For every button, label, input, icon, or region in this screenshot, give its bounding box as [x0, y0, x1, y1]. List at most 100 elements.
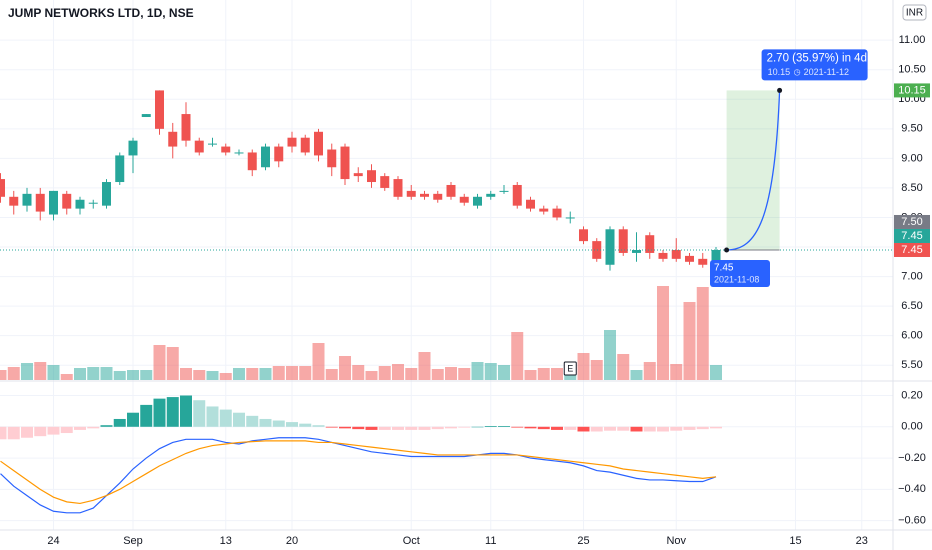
candle-body: [102, 182, 111, 206]
earnings-marker-box: [563, 361, 577, 376]
histogram-bar: [21, 426, 33, 438]
volume-bar: [365, 371, 378, 380]
candle-body: [499, 190, 509, 192]
price-tag-label: 7.50: [901, 216, 922, 228]
x-tick-label: 25: [577, 535, 589, 547]
projection-end: [777, 87, 783, 93]
y-tick-label: 10.50: [898, 64, 926, 76]
candle-body: [115, 155, 125, 183]
candle-body: [671, 249, 681, 259]
candle-body: [632, 249, 641, 253]
price-tag: [894, 228, 930, 243]
volume-bar: [445, 367, 457, 380]
candle-body: [327, 149, 337, 168]
volume-bar: [352, 365, 365, 380]
y-tick-label: 11.00: [899, 34, 926, 46]
histogram-bar: [524, 426, 537, 429]
histogram-bar: [484, 426, 497, 427]
candle-body: [526, 199, 535, 209]
histogram-bar: [564, 426, 577, 430]
candle-body: [287, 137, 297, 147]
projection-curve: [726, 90, 781, 251]
volume-bar: [286, 366, 298, 380]
projection-target-date: 2021-11-12: [804, 67, 849, 77]
projection-label-box: [761, 49, 868, 81]
candle-body: [49, 190, 58, 215]
volume-bar: [87, 367, 100, 380]
earnings-marker: E: [567, 363, 573, 373]
histogram-bar: [392, 426, 404, 430]
histogram-bar: [74, 426, 86, 430]
candle-body: [194, 140, 204, 153]
histogram-bar: [233, 412, 245, 427]
candle-body: [579, 229, 588, 242]
candle-body: [88, 202, 98, 204]
histogram-bar: [670, 426, 683, 431]
volume-bar: [643, 362, 656, 380]
y-tick-label: 5.50: [901, 359, 922, 371]
volume-bar: [166, 347, 179, 380]
currency-box[interactable]: [902, 4, 927, 21]
histogram-bar: [113, 418, 126, 427]
projection-area: [726, 90, 780, 250]
volume-bar: [657, 286, 669, 380]
y-tick-label: −0.60: [898, 515, 926, 527]
chart-title: JUMP NETWORKS LTD, 1D, NSE: [8, 6, 194, 20]
x-tick-label: Sep: [123, 535, 143, 547]
candle-body: [486, 193, 496, 197]
y-tick-label: −0.40: [898, 483, 926, 495]
start-date: 2021-11-08: [714, 274, 759, 284]
volume-bar: [325, 369, 338, 380]
volume-bar: [219, 373, 232, 380]
y-tick-label: 6.00: [901, 330, 922, 342]
volume-bar: [0, 370, 7, 380]
x-tick-label: Nov: [666, 535, 686, 547]
histogram-bar: [551, 426, 563, 430]
start-price: 7.45: [714, 263, 734, 274]
volume-bar: [378, 366, 391, 380]
candle-body: [22, 193, 32, 206]
candle-body: [512, 184, 522, 206]
candle-body: [393, 179, 403, 197]
histogram-bar: [471, 426, 484, 428]
candle-body: [62, 193, 72, 209]
overlay: 24 Sep 13 20 Oct 11 25 Nov 15 23 5.50 6.00 6.50 7.00 7…: [47, 34, 930, 547]
y-tick-label: 9.50: [901, 123, 922, 135]
volume-bar: [431, 369, 444, 380]
x-tick-label: 20: [286, 535, 298, 547]
histogram-bar: [34, 426, 47, 437]
volume-bar: [299, 366, 312, 380]
price-tag-label: 10.15: [898, 84, 926, 96]
volume-bar: [458, 368, 471, 380]
histogram-bar: [365, 426, 378, 430]
volume-bar: [272, 366, 285, 380]
volume-bar: [193, 370, 206, 380]
histogram-bar: [325, 426, 338, 428]
histogram-bar: [339, 426, 351, 429]
histogram-bar: [246, 415, 259, 427]
histogram-bar: [272, 420, 285, 427]
histogram-bar: [537, 426, 550, 430]
candle-body: [645, 235, 655, 253]
volume-bar: [246, 368, 259, 380]
volume-bar: [696, 287, 709, 380]
histogram-bar: [418, 426, 431, 430]
volume-bar: [233, 368, 245, 380]
volume-bar: [312, 343, 325, 380]
histogram-bar: [683, 426, 696, 430]
histogram-bar: [7, 426, 20, 440]
currency-label[interactable]: INR: [906, 8, 923, 19]
histogram-bar: [378, 426, 391, 430]
candle-body: [181, 114, 191, 141]
candle-body: [406, 190, 416, 197]
price-tag-label: 7.45: [901, 244, 922, 256]
volume-bar: [405, 368, 418, 380]
histogram-bar: [458, 426, 471, 428]
histogram-bar: [166, 397, 179, 427]
x-tick-label: 11: [485, 535, 496, 547]
histogram-bar: [206, 406, 219, 427]
histogram-bar: [405, 426, 418, 430]
volume-bar: [604, 330, 616, 380]
histogram-bar: [604, 426, 616, 431]
